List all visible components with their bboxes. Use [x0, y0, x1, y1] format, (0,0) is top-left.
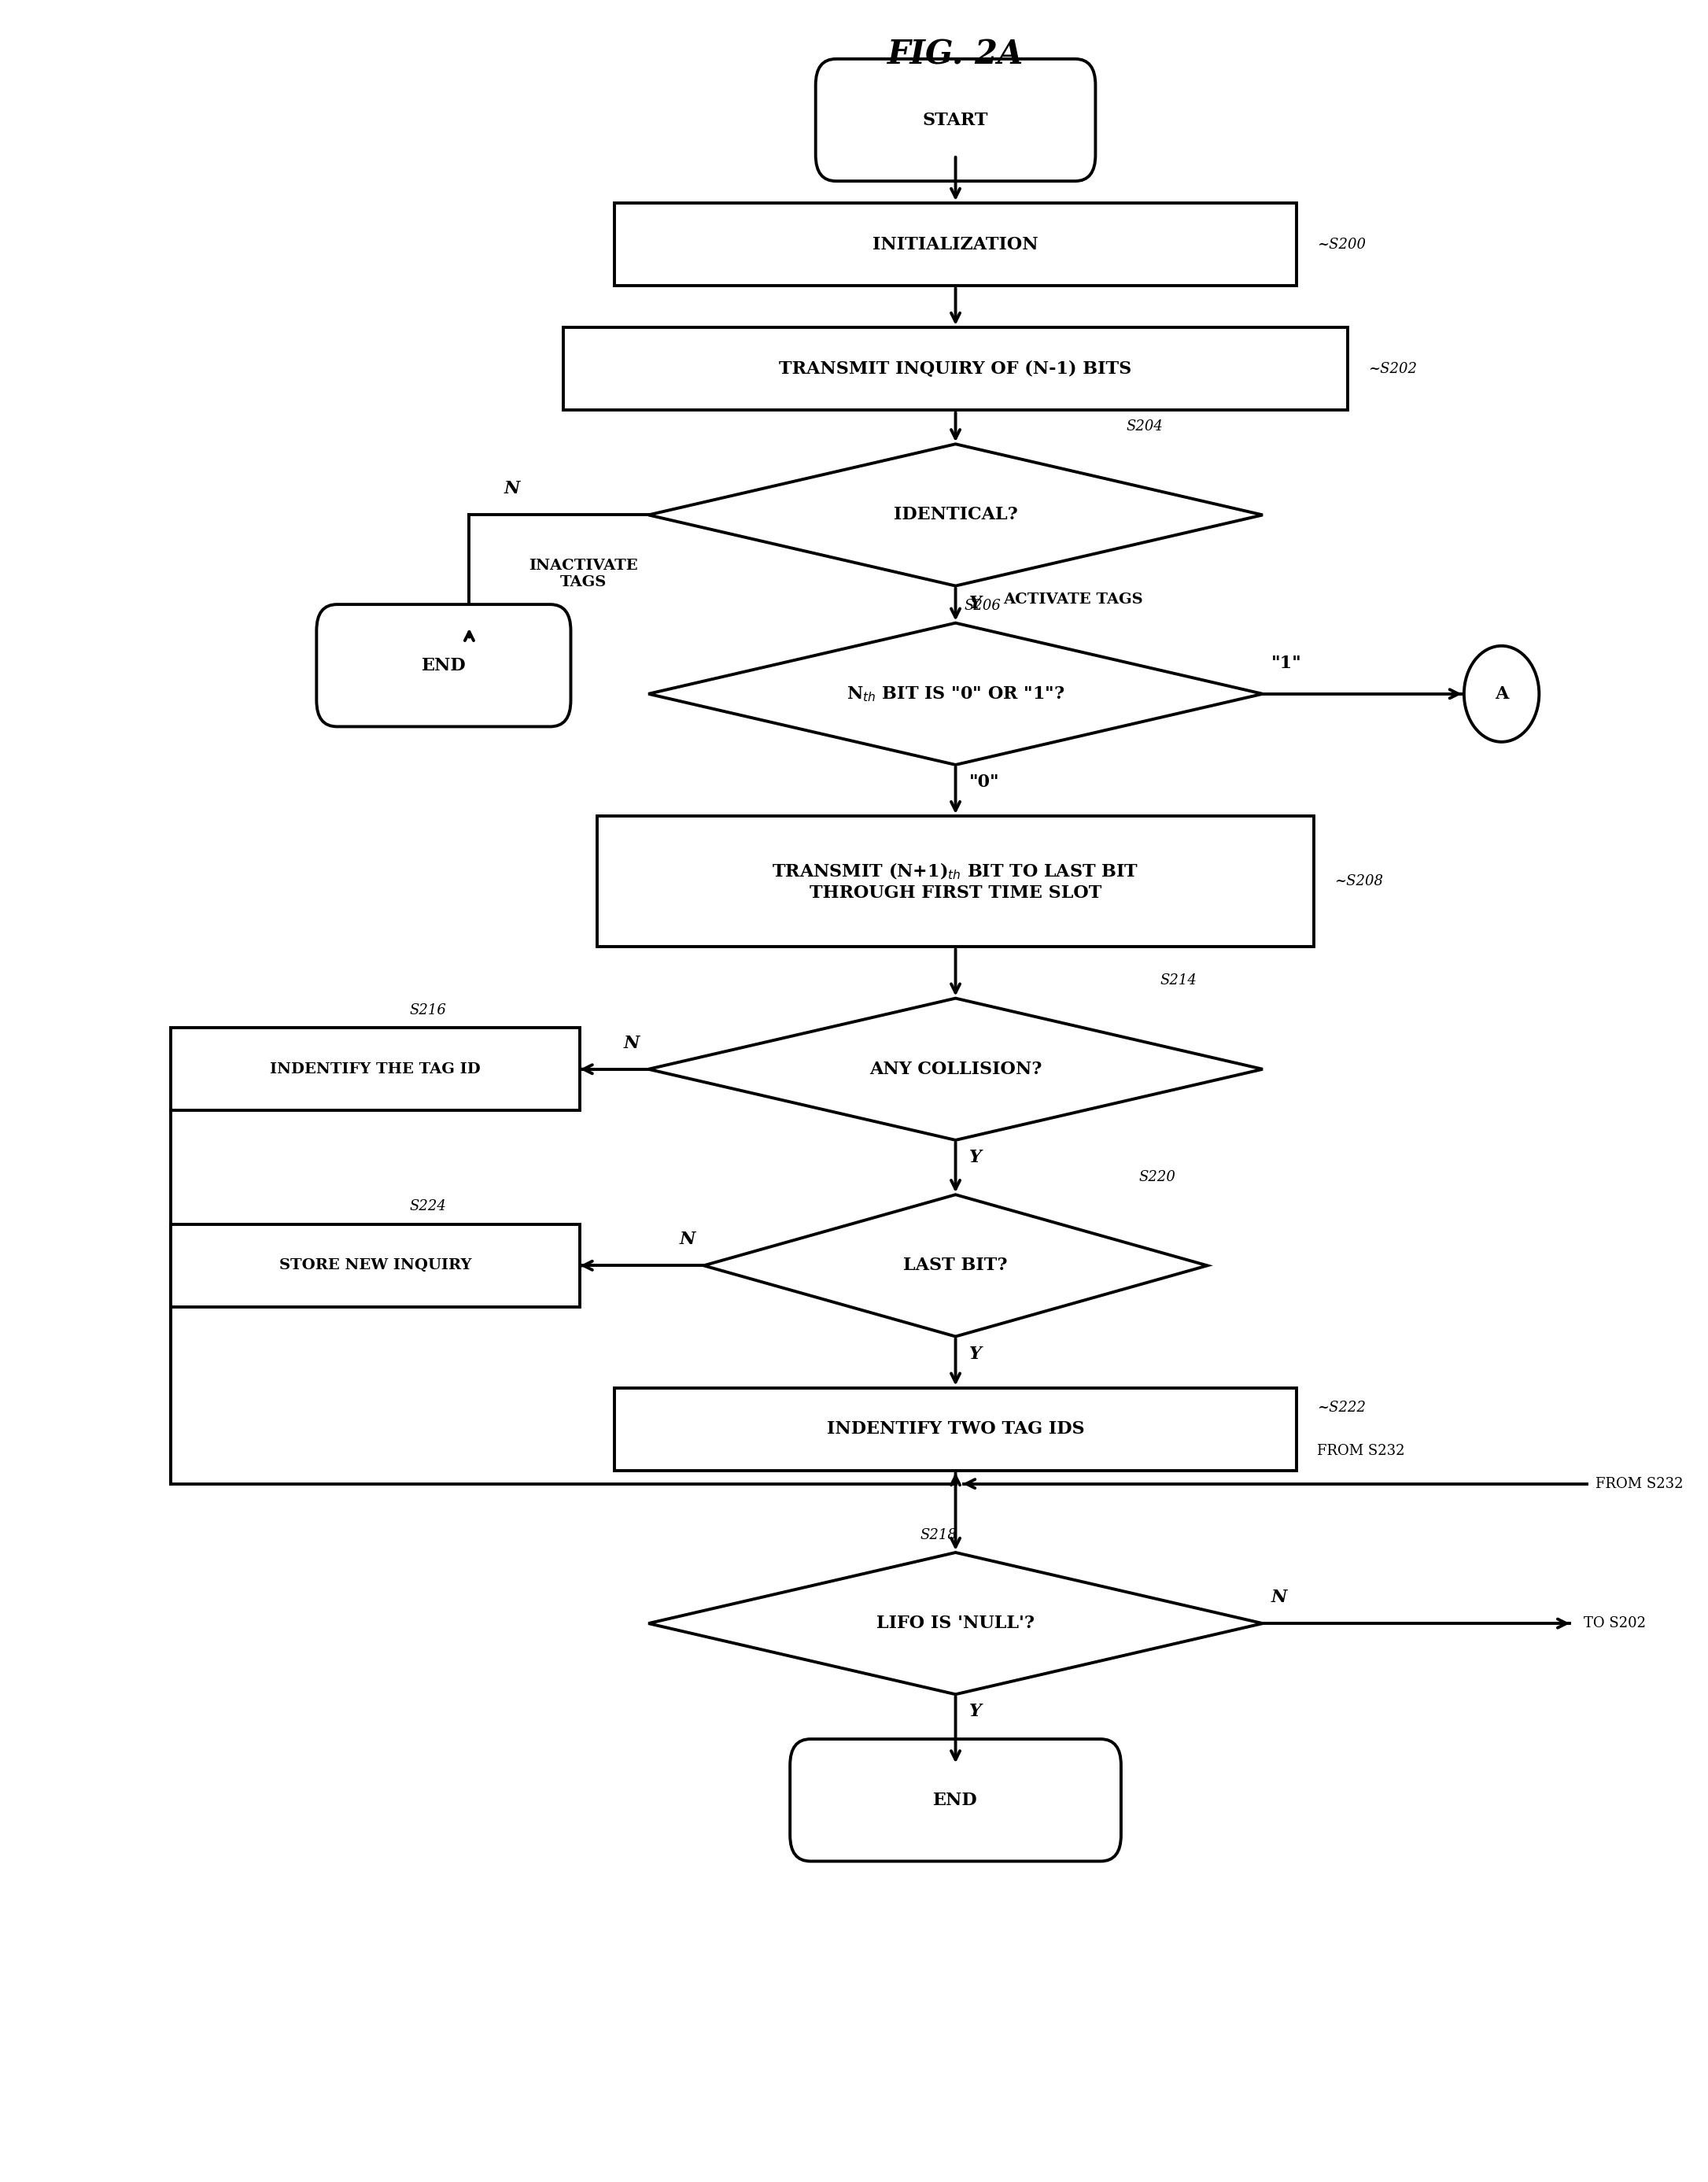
Bar — [615, 203, 1296, 286]
Text: N: N — [1271, 1588, 1288, 1606]
Text: N: N — [680, 1231, 695, 1248]
Text: INACTIVATE
TAGS: INACTIVATE TAGS — [529, 559, 639, 589]
Text: INDENTIFY THE TAG ID: INDENTIFY THE TAG ID — [270, 1063, 480, 1076]
Text: Y: Y — [968, 1346, 982, 1362]
Text: TRANSMIT (N+1)$_{th}$ BIT TO LAST BIT
THROUGH FIRST TIME SLOT: TRANSMIT (N+1)$_{th}$ BIT TO LAST BIT TH… — [772, 862, 1139, 901]
Text: S224: S224 — [410, 1200, 446, 1213]
Text: S220: S220 — [1139, 1170, 1177, 1185]
Text: ~S222: ~S222 — [1317, 1401, 1366, 1414]
Text: N: N — [623, 1034, 640, 1052]
Text: N$_{th}$ BIT IS "0" OR "1"?: N$_{th}$ BIT IS "0" OR "1"? — [847, 685, 1064, 703]
Text: S204: S204 — [1126, 419, 1163, 434]
Bar — [564, 327, 1348, 410]
Text: "0": "0" — [968, 775, 999, 790]
Text: IDENTICAL?: IDENTICAL? — [893, 506, 1018, 524]
Polygon shape — [649, 1554, 1262, 1695]
Text: ~S202: ~S202 — [1368, 362, 1418, 375]
Text: STORE NEW INQUIRY: STORE NEW INQUIRY — [278, 1259, 471, 1272]
Text: S214: S214 — [1160, 973, 1197, 988]
Text: "1": "1" — [1271, 655, 1301, 672]
Text: LIFO IS 'NULL'?: LIFO IS 'NULL'? — [876, 1615, 1035, 1632]
Text: S206: S206 — [963, 598, 1001, 613]
Text: S216: S216 — [410, 1004, 446, 1017]
Text: LAST BIT?: LAST BIT? — [904, 1257, 1008, 1274]
Text: TO S202: TO S202 — [1583, 1617, 1645, 1630]
Text: FROM S232: FROM S232 — [1317, 1444, 1406, 1458]
Bar — [171, 1224, 581, 1307]
Text: END: END — [933, 1791, 977, 1809]
Text: Y: Y — [968, 1702, 982, 1719]
Polygon shape — [649, 624, 1262, 766]
FancyBboxPatch shape — [816, 59, 1095, 181]
Polygon shape — [704, 1196, 1208, 1335]
FancyBboxPatch shape — [316, 604, 570, 727]
Polygon shape — [649, 445, 1262, 587]
Circle shape — [1464, 646, 1539, 742]
Text: END: END — [422, 657, 466, 674]
Text: Y: Y — [968, 596, 982, 611]
Text: S218: S218 — [921, 1527, 956, 1543]
Bar — [615, 1388, 1296, 1471]
Text: N: N — [504, 480, 519, 497]
Text: Y: Y — [968, 1148, 982, 1165]
Text: INITIALIZATION: INITIALIZATION — [873, 236, 1038, 253]
Text: ~S208: ~S208 — [1334, 875, 1383, 888]
Text: FIG. 2A: FIG. 2A — [888, 37, 1023, 72]
Text: INDENTIFY TWO TAG IDS: INDENTIFY TWO TAG IDS — [827, 1420, 1085, 1438]
Bar — [598, 816, 1313, 947]
Text: FROM S232: FROM S232 — [1595, 1477, 1682, 1490]
Text: ~S200: ~S200 — [1317, 238, 1366, 251]
Text: START: START — [922, 111, 989, 129]
Text: ANY COLLISION?: ANY COLLISION? — [869, 1060, 1042, 1078]
FancyBboxPatch shape — [791, 1739, 1120, 1861]
Text: A: A — [1494, 685, 1508, 703]
Bar — [171, 1028, 581, 1111]
Text: TRANSMIT INQUIRY OF (N-1) BITS: TRANSMIT INQUIRY OF (N-1) BITS — [779, 360, 1132, 377]
Text: ACTIVATE TAGS: ACTIVATE TAGS — [1003, 594, 1143, 607]
Polygon shape — [649, 999, 1262, 1139]
